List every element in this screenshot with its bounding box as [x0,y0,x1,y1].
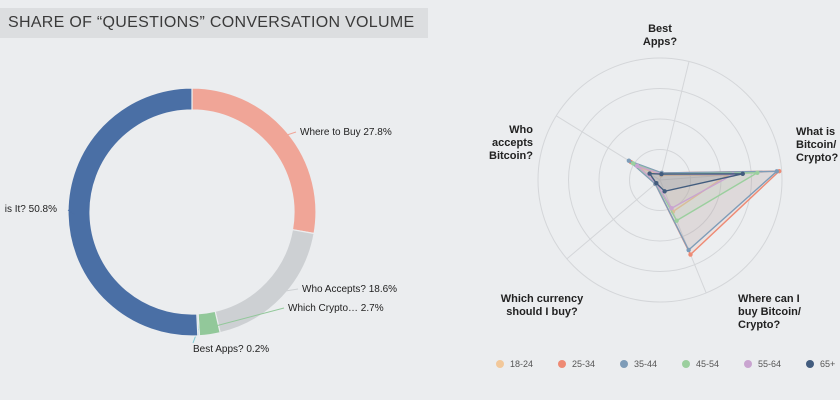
radar-axis-label: Which currency should I buy? [501,293,584,318]
radar-point [686,247,691,253]
legend-label: 25-34 [572,359,595,369]
radar-point [634,163,640,169]
slice-label: is It? 50.8% [5,204,57,215]
radar-point [774,169,779,174]
slice-leader-line [208,307,285,329]
slice-leader-line [67,209,76,216]
slice-label: Which Crypto… 2.7% [288,303,384,314]
radar-point [688,252,693,257]
radar-chart: Best Apps? What is Bitcoin/Crypto? Where can… [489,23,838,369]
radar-spoke [659,179,707,294]
radar-axis-label: What is Bitcoin/Crypto? [796,126,838,164]
radar-spoke [566,179,661,260]
legend-label: 65+ [820,359,835,369]
legend-swatch [744,360,752,368]
donut-slice [67,87,199,337]
slice-leader-line [276,288,299,293]
legend-swatch [806,360,814,368]
donut-slice [214,228,315,334]
radar-ring [598,118,722,242]
radar-point [755,170,760,175]
radar-axis-label: Who accepts Bitcoin? [489,124,533,162]
legend-label: 55-64 [758,359,781,369]
slice-label: Who Accepts? 18.6% [302,284,397,295]
radar-point [659,171,664,177]
radar-point [630,161,636,166]
slice-label: Where to Buy 27.8% [300,127,392,138]
legend-label: 45-54 [696,359,719,369]
donut-chart: Where to Buy 27.8% Who Accepts? 18.6% Whic… [5,87,397,355]
legend-label: 35-44 [634,359,657,369]
slice-label: Best Apps? 0.2% [193,344,269,355]
radar-spoke [555,115,661,181]
radar-point [626,158,632,163]
donut-slice [191,87,317,235]
slice-leader-line [281,131,297,138]
radar-ring [568,88,752,272]
radar-ring [629,149,691,211]
page-title: SHARE OF “QUESTIONS” CONVERSATION VOLUME [8,14,415,31]
radar-spoke [659,61,690,181]
legend-swatch [558,360,566,368]
radar-point [674,218,679,223]
radar-axis-label: Best Apps? [643,23,678,48]
radar-point [740,171,745,177]
legend-swatch [620,360,628,368]
legend-swatch [496,360,504,368]
radar-point [669,206,674,211]
radar-point [662,189,667,194]
legend-label: 18-24 [510,359,533,369]
title-bar: SHARE OF “QUESTIONS” CONVERSATION VOLUME [0,8,428,38]
radar-point [654,180,659,186]
radar-point [647,171,652,176]
legend-swatch [682,360,690,368]
